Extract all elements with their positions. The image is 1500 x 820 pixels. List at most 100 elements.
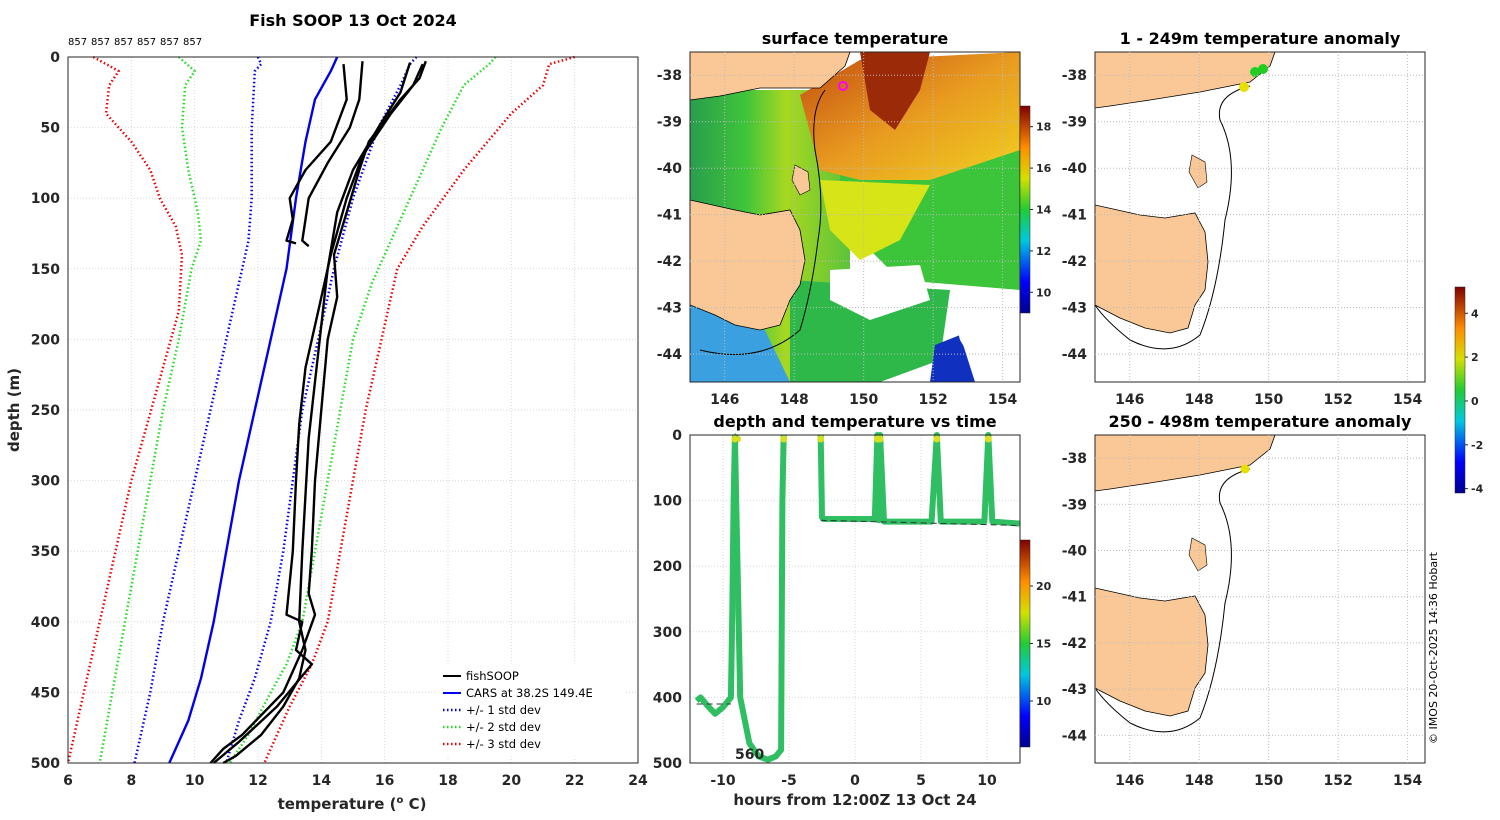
sst-cold-spot (930, 335, 975, 382)
std-dev-line (66, 55, 184, 764)
anomaly-shallow-marker (1258, 64, 1268, 74)
map-lat-tick: -40 (1062, 543, 1088, 559)
std-dev-line (98, 56, 203, 764)
map-lon-tick: 148 (780, 392, 809, 408)
map-lat-tick: -39 (1062, 497, 1087, 513)
legend-label-cars: CARS at 38.2S 149.4E (466, 686, 593, 700)
map-lon-tick: 152 (919, 392, 948, 408)
time-ytick: 400 (653, 690, 682, 706)
time-xtick: -10 (710, 773, 736, 789)
profile-xtick: 22 (565, 773, 584, 789)
map-lat-tick: -44 (1062, 347, 1088, 363)
map-lon-tick: 148 (1185, 773, 1214, 789)
sst-station-marker (838, 81, 848, 91)
time-ytick: 500 (653, 756, 682, 772)
colorbar-tick-label: 20 (1036, 580, 1052, 593)
sst-colorbar (1019, 105, 1031, 314)
fishsoop-line (301, 61, 364, 248)
map-lat-tick: -42 (1062, 636, 1087, 652)
anomaly-shallow-marker (1239, 82, 1249, 92)
std-dev-line (263, 55, 576, 764)
anomaly-deep-marker (1240, 464, 1250, 474)
map-lat-tick: -40 (1062, 161, 1088, 177)
profile-ticks: 6 8 10 12 14 16 18 20 22 24 0 50 100 150 200 250 300 350 4… (31, 50, 648, 789)
anomaly-shallow-title: 1 - 249m temperature anomaly (1120, 29, 1401, 48)
map-lat-tick: -41 (1062, 208, 1087, 224)
colorbar-tick-label: 2 (1471, 351, 1479, 364)
map-lon-tick: 152 (1324, 773, 1353, 789)
surface-point (780, 435, 788, 443)
sst-colorbar-ticks: 18 16 14 12 10 (1030, 121, 1052, 299)
map-lon-tick: 152 (1324, 392, 1353, 408)
map-lat-tick: -39 (1062, 115, 1087, 131)
top-label: 857 (68, 37, 87, 48)
colorbar-tick-label: -2 (1471, 439, 1483, 452)
profile-top-labels: 857 857 857 857 857 857 (68, 37, 202, 48)
time-xtick: 10 (977, 773, 997, 789)
map-lon-tick: 146 (1115, 392, 1144, 408)
map-lon-tick: 154 (1393, 392, 1422, 408)
anomaly-deep-axes-box (1094, 434, 1426, 764)
profile-panel: Fish SOOP 13 Oct 2024 857 857 857 857 85… (5, 11, 648, 813)
map-lat-tick: -41 (1062, 590, 1087, 606)
profile-ytick: 250 (31, 403, 60, 419)
legend-label-std2: +/- 2 std dev (466, 720, 541, 734)
profile-title: Fish SOOP 13 Oct 2024 (249, 11, 457, 30)
anomaly-deep-tasmania (1095, 587, 1209, 717)
colorbar-tick-label: 12 (1036, 245, 1051, 258)
time-xtick: 0 (850, 773, 860, 789)
top-label: 857 (91, 37, 110, 48)
profile-axes-box (67, 56, 639, 764)
time-annotation: 560 (735, 747, 764, 763)
profile-ytick: 450 (31, 685, 60, 701)
profile-legend: fishSOOP CARS at 38.2S 149.4E +/- 1 std … (435, 663, 625, 757)
time-xtick: 5 (916, 773, 926, 789)
colorbar-tick-label: 14 (1036, 204, 1052, 217)
sst-yellow-band (820, 180, 930, 260)
sst-flinders-island (791, 164, 811, 196)
colorbar-tick-label: 16 (1036, 162, 1052, 175)
anomaly-deep-contour (1095, 468, 1251, 733)
map-lat-tick: -38 (657, 68, 682, 84)
anomaly-shallow-axes-box (1094, 51, 1426, 383)
map-lat-tick: -43 (1062, 301, 1087, 317)
legend-label-std1: +/- 1 std dev (466, 703, 541, 717)
anomaly-shallow-mainland (1095, 52, 1276, 109)
anomaly-deep-panel: 250 - 498m temperature anomaly 146 148 150… (1062, 412, 1426, 789)
profile-xtick: 20 (502, 773, 522, 789)
colorbar-tick-label: 10 (1036, 695, 1052, 708)
profile-ytick: 500 (31, 756, 60, 772)
top-label: 857 (183, 37, 202, 48)
legend-label-std3: +/- 3 std dev (466, 737, 541, 751)
profile-ytick: 100 (31, 191, 60, 207)
map-lat-tick: -41 (657, 208, 682, 224)
time-colorbar-ticks: 20 15 10 (1030, 580, 1052, 708)
depth-trace (694, 433, 740, 717)
profile-ytick: 400 (31, 615, 60, 631)
sst-mainland (690, 52, 851, 101)
profile-xtick: 12 (248, 773, 267, 789)
time-xlabel: hours from 12:00Z 13 Oct 24 (733, 791, 976, 809)
time-panel: depth and temperature vs time -10 -5 0 5 100… (653, 412, 1052, 809)
sst-cold-southwest (690, 300, 790, 382)
map-lat-tick: -43 (657, 301, 682, 317)
profile-grid (67, 56, 639, 764)
map-lat-tick: -43 (1062, 682, 1087, 698)
profile-xtick: 14 (312, 773, 332, 789)
map-lat-tick: -44 (1062, 728, 1088, 744)
sst-panel: surface temperature 146 148 150 152 154 -38 -3… (657, 29, 1052, 408)
map-lon-tick: 146 (1115, 773, 1144, 789)
profile-ytick: 300 (31, 474, 60, 490)
map-lon-tick: 146 (710, 392, 739, 408)
std-dev-line (133, 56, 263, 764)
colorbar-tick-label: 15 (1036, 638, 1051, 651)
anomaly-deep-title: 250 - 498m temperature anomaly (1109, 412, 1412, 431)
sst-map (690, 52, 1020, 382)
profile-lines (66, 55, 576, 765)
surface-point (984, 435, 992, 443)
map-lon-tick: 154 (988, 392, 1017, 408)
bottom-depth-line (820, 519, 1021, 527)
surface-point (731, 435, 739, 443)
surface-point (876, 435, 884, 443)
